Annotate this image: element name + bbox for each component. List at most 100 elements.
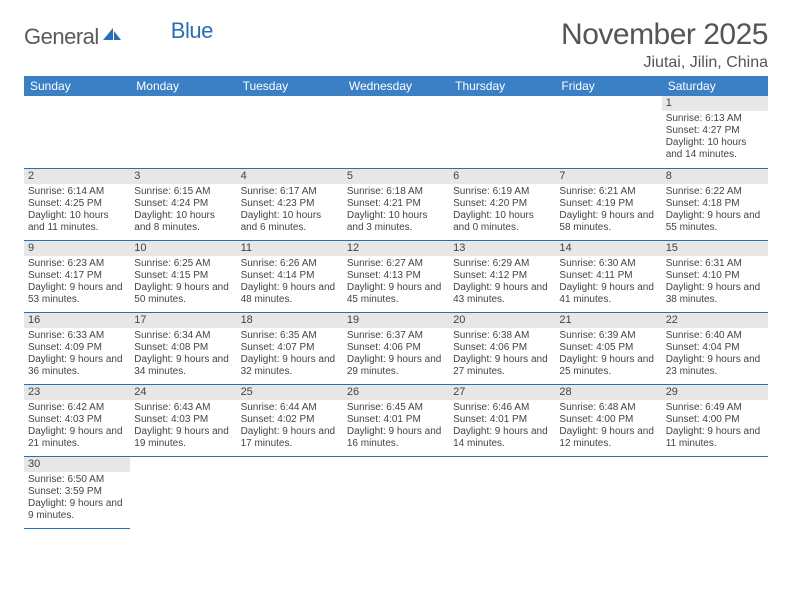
day-cell: 21Sunrise: 6:39 AMSunset: 4:05 PMDayligh… — [555, 312, 661, 384]
day-detail: Sunrise: 6:22 AMSunset: 4:18 PMDaylight:… — [662, 184, 768, 237]
day-cell: 14Sunrise: 6:30 AMSunset: 4:11 PMDayligh… — [555, 240, 661, 312]
daylight-text: Daylight: 9 hours and 19 minutes. — [134, 426, 232, 450]
day-detail: Sunrise: 6:14 AMSunset: 4:25 PMDaylight:… — [24, 184, 130, 237]
day-number: 19 — [343, 313, 449, 328]
sunrise-text: Sunrise: 6:15 AM — [134, 186, 232, 198]
daylight-text: Daylight: 10 hours and 3 minutes. — [347, 210, 445, 234]
day-cell: 2Sunrise: 6:14 AMSunset: 4:25 PMDaylight… — [24, 168, 130, 240]
day-cell: 27Sunrise: 6:46 AMSunset: 4:01 PMDayligh… — [449, 384, 555, 456]
title-block: November 2025 Jiutai, Jilin, China — [561, 18, 768, 72]
day-cell — [130, 96, 236, 168]
daylight-text: Daylight: 9 hours and 32 minutes. — [241, 354, 339, 378]
sunset-text: Sunset: 4:00 PM — [559, 414, 657, 426]
day-number: 9 — [24, 241, 130, 256]
day-detail: Sunrise: 6:31 AMSunset: 4:10 PMDaylight:… — [662, 256, 768, 309]
sunrise-text: Sunrise: 6:33 AM — [28, 330, 126, 342]
day-name-tuesday: Tuesday — [237, 76, 343, 96]
week-row: 23Sunrise: 6:42 AMSunset: 4:03 PMDayligh… — [24, 384, 768, 456]
day-detail: Sunrise: 6:48 AMSunset: 4:00 PMDaylight:… — [555, 400, 661, 453]
day-number: 8 — [662, 169, 768, 184]
daylight-text: Daylight: 9 hours and 14 minutes. — [453, 426, 551, 450]
day-detail: Sunrise: 6:43 AMSunset: 4:03 PMDaylight:… — [130, 400, 236, 453]
sunset-text: Sunset: 4:00 PM — [666, 414, 764, 426]
title-location: Jiutai, Jilin, China — [561, 54, 768, 72]
day-cell: 5Sunrise: 6:18 AMSunset: 4:21 PMDaylight… — [343, 168, 449, 240]
sunrise-text: Sunrise: 6:14 AM — [28, 186, 126, 198]
sunrise-text: Sunrise: 6:49 AM — [666, 402, 764, 414]
daylight-text: Daylight: 9 hours and 45 minutes. — [347, 282, 445, 306]
day-cell: 6Sunrise: 6:19 AMSunset: 4:20 PMDaylight… — [449, 168, 555, 240]
day-cell: 28Sunrise: 6:48 AMSunset: 4:00 PMDayligh… — [555, 384, 661, 456]
day-cell: 12Sunrise: 6:27 AMSunset: 4:13 PMDayligh… — [343, 240, 449, 312]
sunset-text: Sunset: 3:59 PM — [28, 486, 126, 498]
day-number: 28 — [555, 385, 661, 400]
sunrise-text: Sunrise: 6:42 AM — [28, 402, 126, 414]
day-cell: 25Sunrise: 6:44 AMSunset: 4:02 PMDayligh… — [237, 384, 343, 456]
day-number: 1 — [662, 96, 768, 111]
sunrise-text: Sunrise: 6:30 AM — [559, 258, 657, 270]
sunrise-text: Sunrise: 6:27 AM — [347, 258, 445, 270]
sunset-text: Sunset: 4:23 PM — [241, 198, 339, 210]
header: General Blue November 2025 Jiutai, Jilin… — [24, 18, 768, 72]
day-cell — [343, 456, 449, 528]
day-cell: 30Sunrise: 6:50 AMSunset: 3:59 PMDayligh… — [24, 456, 130, 528]
daylight-text: Daylight: 9 hours and 23 minutes. — [666, 354, 764, 378]
day-detail: Sunrise: 6:35 AMSunset: 4:07 PMDaylight:… — [237, 328, 343, 381]
day-detail: Sunrise: 6:34 AMSunset: 4:08 PMDaylight:… — [130, 328, 236, 381]
daylight-text: Daylight: 10 hours and 6 minutes. — [241, 210, 339, 234]
day-number: 29 — [662, 385, 768, 400]
week-row: 1Sunrise: 6:13 AMSunset: 4:27 PMDaylight… — [24, 96, 768, 168]
day-cell: 19Sunrise: 6:37 AMSunset: 4:06 PMDayligh… — [343, 312, 449, 384]
daylight-text: Daylight: 9 hours and 12 minutes. — [559, 426, 657, 450]
daylight-text: Daylight: 10 hours and 0 minutes. — [453, 210, 551, 234]
day-cell: 7Sunrise: 6:21 AMSunset: 4:19 PMDaylight… — [555, 168, 661, 240]
week-row: 9 Sunrise: 6:23 AMSunset: 4:17 PM Daylight… — [24, 240, 768, 312]
sunrise-text: Sunrise: 6:39 AM — [559, 330, 657, 342]
day-cell — [449, 96, 555, 168]
sunrise-text: Sunrise: 6:35 AM — [241, 330, 339, 342]
day-cell — [130, 456, 236, 528]
sunrise-text: Sunrise: 6:22 AM — [666, 186, 764, 198]
daylight-text: Daylight: 9 hours and 48 minutes. — [241, 282, 339, 306]
daylight-text: Daylight: 10 hours and 14 minutes. — [666, 137, 764, 161]
day-number: 5 — [343, 169, 449, 184]
day-number: 16 — [24, 313, 130, 328]
sunset-text: Sunset: 4:17 PM — [28, 270, 126, 282]
day-number: 17 — [130, 313, 236, 328]
day-number: 15 — [662, 241, 768, 256]
sunset-text: Sunset: 4:24 PM — [134, 198, 232, 210]
sunrise-text: Sunrise: 6:26 AM — [241, 258, 339, 270]
day-number: 30 — [24, 457, 130, 472]
title-month: November 2025 — [561, 18, 768, 52]
sunrise-text: Sunrise: 6:48 AM — [559, 402, 657, 414]
daylight-text: Daylight: 9 hours and 17 minutes. — [241, 426, 339, 450]
day-detail: Sunrise: 6:45 AMSunset: 4:01 PMDaylight:… — [343, 400, 449, 453]
sunset-text: Sunset: 4:04 PM — [666, 342, 764, 354]
daylight-text: Daylight: 9 hours and 9 minutes. — [28, 498, 126, 522]
calendar-page: General Blue November 2025 Jiutai, Jilin… — [0, 0, 792, 547]
day-number: 12 — [343, 241, 449, 256]
daylight-text: Daylight: 9 hours and 38 minutes. — [666, 282, 764, 306]
day-cell — [237, 456, 343, 528]
sunrise-text: Sunrise: 6:44 AM — [241, 402, 339, 414]
day-number: 18 — [237, 313, 343, 328]
sunrise-text: Sunrise: 6:31 AM — [666, 258, 764, 270]
sunrise-text: Sunrise: 6:23 AM — [28, 258, 126, 270]
day-cell — [343, 96, 449, 168]
sunrise-text: Sunrise: 6:40 AM — [666, 330, 764, 342]
week-row: 2Sunrise: 6:14 AMSunset: 4:25 PMDaylight… — [24, 168, 768, 240]
day-name-thursday: Thursday — [449, 76, 555, 96]
day-name-row: SundayMondayTuesdayWednesdayThursdayFrid… — [24, 76, 768, 96]
day-number: 24 — [130, 385, 236, 400]
sunset-text: Sunset: 4:10 PM — [666, 270, 764, 282]
day-cell: 11Sunrise: 6:26 AMSunset: 4:14 PMDayligh… — [237, 240, 343, 312]
day-number: 10 — [130, 241, 236, 256]
daylight-text: Daylight: 9 hours and 58 minutes. — [559, 210, 657, 234]
sunrise-text: Sunrise: 6:46 AM — [453, 402, 551, 414]
sunset-text: Sunset: 4:20 PM — [453, 198, 551, 210]
day-detail: Sunrise: 6:25 AMSunset: 4:15 PMDaylight:… — [130, 256, 236, 309]
day-cell — [662, 456, 768, 528]
day-cell: 15Sunrise: 6:31 AMSunset: 4:10 PMDayligh… — [662, 240, 768, 312]
sunset-text: Sunset: 4:15 PM — [134, 270, 232, 282]
sunset-text: Sunset: 4:07 PM — [241, 342, 339, 354]
